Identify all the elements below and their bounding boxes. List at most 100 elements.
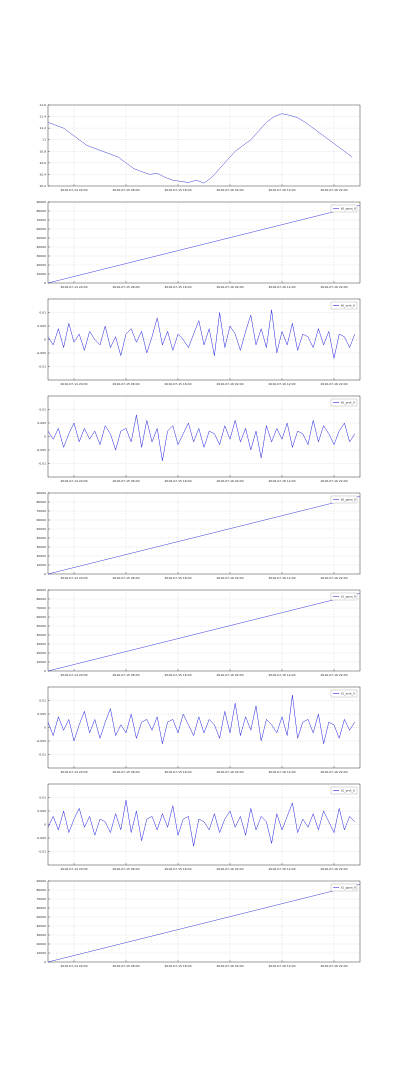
y-tick-label: 10000 — [36, 272, 46, 276]
axes-frame — [47, 201, 361, 284]
y-tick-label: 0 — [44, 435, 46, 439]
y-tick-label: -0.01 — [38, 462, 46, 466]
y-tick-label: 0.01 — [39, 699, 46, 703]
x-tick-label: 2016-07-16 02:00 — [216, 673, 243, 677]
y-tick-label: 0 — [44, 726, 46, 730]
y-tick-label: 30000 — [36, 254, 46, 258]
x-tick-label: 2016-07-14 20:00 — [60, 770, 87, 774]
y-tick-label: 10000 — [36, 951, 46, 955]
y-tick-label: 50000 — [36, 236, 46, 240]
legend-box — [330, 398, 358, 407]
y-tick-label: 90000 — [36, 491, 46, 495]
y-tick-label: 10.8 — [39, 149, 46, 153]
x-tick-label: 2016-07-16 02:00 — [216, 382, 243, 386]
x-tick-label: 2016-07-14 20:00 — [60, 576, 87, 580]
legend-label: t1_xpos_0 — [341, 595, 356, 599]
x-tick-label: 2016-07-15 16:00 — [164, 188, 191, 192]
y-tick-label: 40000 — [36, 536, 46, 540]
y-tick-label: -0.005 — [36, 836, 46, 840]
y-tick-label: 0.01 — [39, 796, 46, 800]
y-tick-label: 0 — [44, 823, 46, 827]
y-tick-label: 10.6 — [39, 161, 46, 165]
y-tick-label: 0.01 — [39, 311, 46, 315]
y-tick-label: 80000 — [36, 597, 46, 601]
x-tick-label: 2016-07-14 20:00 — [60, 188, 87, 192]
legend-label: t0_ypos_0 — [341, 498, 356, 502]
y-tick-label: 11.2 — [39, 126, 46, 130]
data-line — [47, 113, 353, 184]
y-tick-label: 60000 — [36, 227, 46, 231]
x-tick-label: 2016-07-16 22:00 — [320, 576, 347, 580]
y-tick-label: 10.2 — [39, 184, 46, 188]
y-tick-label: -0.01 — [38, 850, 46, 854]
y-tick-label: 80000 — [36, 209, 46, 213]
x-tick-label: 2016-07-16 02:00 — [216, 964, 243, 968]
legend-box — [330, 301, 358, 310]
x-tick-label: 2016-07-15 06:00 — [112, 479, 139, 483]
legend-box — [330, 786, 358, 795]
y-tick-label: 80000 — [36, 888, 46, 892]
data-line — [47, 883, 361, 963]
x-tick-label: 2016-07-16 22:00 — [320, 673, 347, 677]
legend-box — [330, 204, 358, 213]
x-tick-label: 2016-07-16 12:00 — [268, 770, 295, 774]
x-tick-label: 2016-07-15 16:00 — [164, 964, 191, 968]
y-tick-label: 0 — [44, 338, 46, 342]
y-tick-label: 20000 — [36, 263, 46, 267]
y-tick-label: 0 — [44, 960, 46, 964]
x-tick-label: 2016-07-15 16:00 — [164, 576, 191, 580]
y-tick-label: 0.005 — [37, 324, 46, 328]
x-tick-label: 2016-07-15 16:00 — [164, 479, 191, 483]
x-tick-label: 2016-07-15 16:00 — [164, 770, 191, 774]
x-tick-label: 2016-07-14 20:00 — [60, 867, 87, 871]
y-tick-label: 30000 — [36, 933, 46, 937]
data-line — [47, 309, 356, 359]
y-tick-label: 60000 — [36, 518, 46, 522]
y-tick-label: 70000 — [36, 218, 46, 222]
x-tick-label: 2016-07-16 12:00 — [268, 867, 295, 871]
y-tick-label: 0.005 — [37, 809, 46, 813]
x-tick-label: 2016-07-16 12:00 — [268, 964, 295, 968]
x-tick-label: 2016-07-14 20:00 — [60, 479, 87, 483]
x-tick-label: 2016-07-16 22:00 — [320, 285, 347, 289]
y-tick-label: 30000 — [36, 545, 46, 549]
y-tick-label: 60000 — [36, 906, 46, 910]
axes-frame — [47, 880, 361, 963]
legend-box — [330, 883, 358, 892]
y-tick-label: -0.005 — [36, 448, 46, 452]
x-tick-label: 2016-07-14 20:00 — [60, 964, 87, 968]
x-tick-label: 2016-07-16 22:00 — [320, 188, 347, 192]
y-tick-label: 0 — [44, 572, 46, 576]
y-tick-label: 50000 — [36, 624, 46, 628]
y-tick-label: 80000 — [36, 500, 46, 504]
data-line — [47, 592, 361, 672]
x-tick-label: 2016-07-16 12:00 — [268, 479, 295, 483]
y-tick-label: 40000 — [36, 924, 46, 928]
y-tick-label: 90000 — [36, 879, 46, 883]
y-tick-label: 90000 — [36, 200, 46, 204]
legend-box — [330, 689, 358, 698]
legend-label: t0_xrot_0 — [341, 304, 355, 308]
y-tick-label: 20000 — [36, 651, 46, 655]
y-tick-label: 70000 — [36, 509, 46, 513]
legend-label: t1_xrot_0 — [341, 692, 355, 696]
x-tick-label: 2016-07-16 12:00 — [268, 576, 295, 580]
legend-box — [330, 495, 358, 504]
data-line — [47, 695, 356, 744]
y-tick-label: 0.01 — [39, 408, 46, 412]
y-tick-label: 0 — [44, 281, 46, 285]
legend-label: t0_xpos_0 — [341, 207, 356, 211]
x-tick-label: 2016-07-16 12:00 — [268, 382, 295, 386]
x-tick-label: 2016-07-16 22:00 — [320, 964, 347, 968]
legend-box — [330, 592, 358, 601]
x-tick-label: 2016-07-15 06:00 — [112, 964, 139, 968]
x-tick-label: 2016-07-16 22:00 — [320, 867, 347, 871]
data-line — [47, 204, 361, 284]
x-tick-label: 2016-07-15 16:00 — [164, 382, 191, 386]
x-tick-label: 2016-07-16 02:00 — [216, 576, 243, 580]
x-tick-label: 2016-07-16 02:00 — [216, 867, 243, 871]
legend-label: t1_ypos_0 — [341, 886, 356, 890]
y-tick-label: 0.005 — [37, 421, 46, 425]
legend-label: t1_yrot_0 — [341, 789, 355, 793]
